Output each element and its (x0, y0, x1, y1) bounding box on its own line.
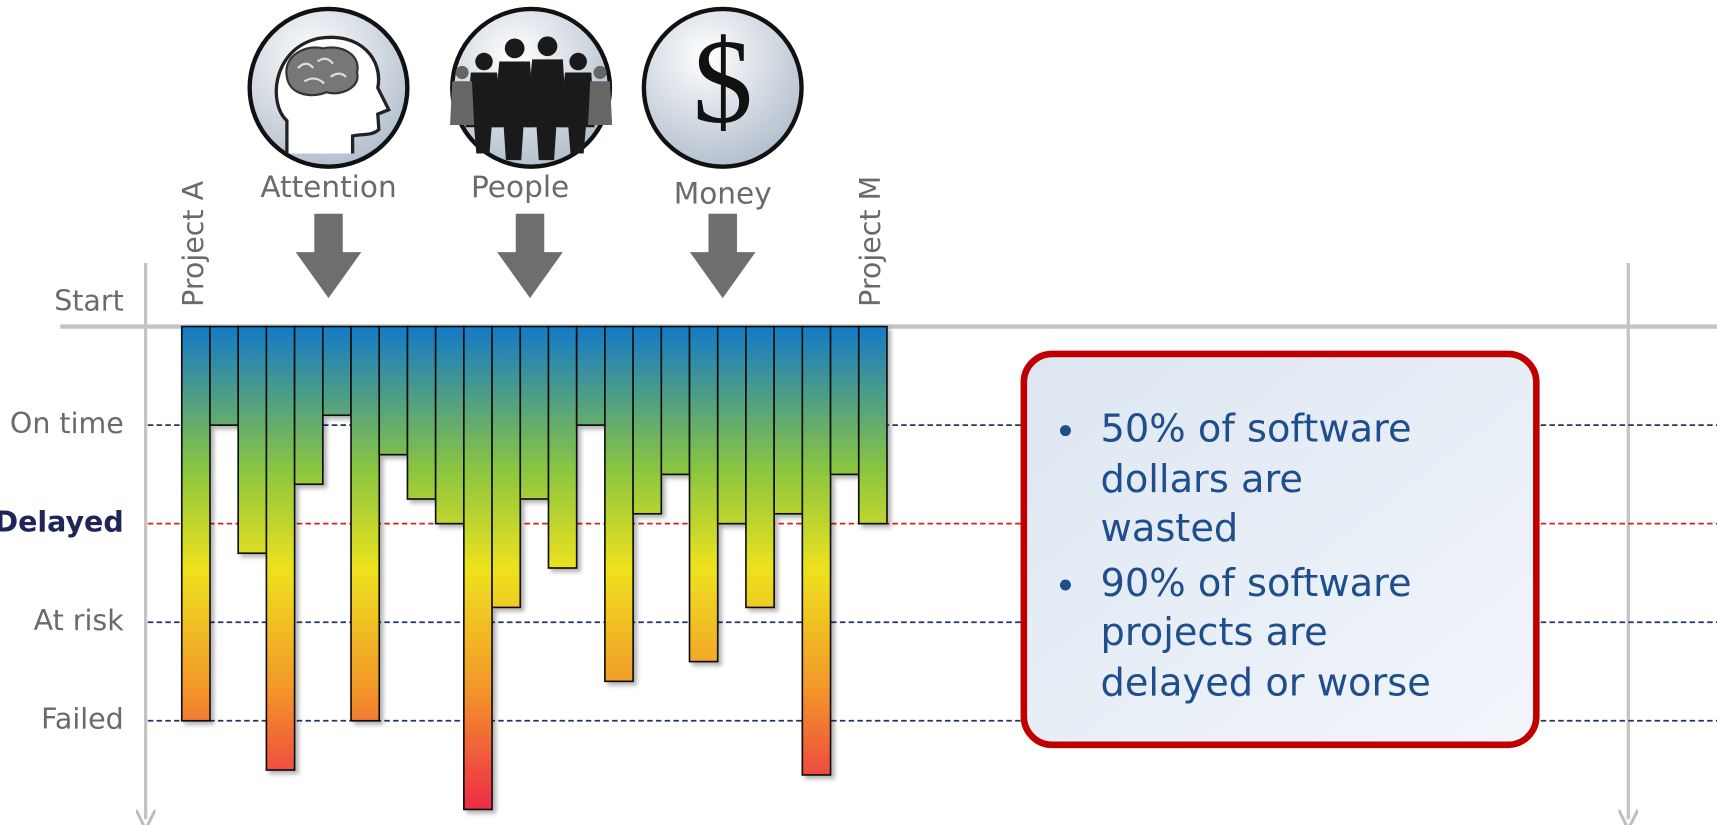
bar (633, 327, 661, 514)
bar (831, 327, 859, 475)
bar (407, 327, 435, 499)
callout-text: 50% of software dollars are wasted 90% o… (1035, 405, 1517, 723)
y-tick-label: On time (10, 407, 124, 440)
bar (548, 327, 576, 568)
project-label: Project M (854, 176, 887, 307)
y-tick-label: At risk (34, 604, 125, 637)
bar (661, 327, 689, 475)
bar (718, 327, 746, 524)
bar (577, 327, 605, 426)
page: {"chart_data": { "type": "bar", "categor… (0, 0, 1717, 825)
people-icon (450, 9, 612, 167)
bar (266, 327, 294, 770)
bar (238, 327, 266, 554)
callout-bullet: 50% of software dollars are wasted (1090, 405, 1451, 554)
callout-bullet: 90% of software projects are delayed or … (1090, 559, 1451, 708)
callout-list: 50% of software dollars are wasted 90% o… (1035, 405, 1517, 708)
money-symbol: $ (693, 16, 753, 149)
bar (520, 327, 548, 499)
bar (351, 327, 379, 721)
money-icon: $ (644, 9, 802, 167)
bar (182, 327, 210, 721)
attention-icon (250, 9, 408, 167)
bar (464, 327, 492, 810)
bar (210, 327, 238, 426)
resource-label: Attention (260, 170, 396, 204)
bar (379, 327, 407, 455)
bar (605, 327, 633, 682)
bar (690, 327, 718, 662)
bar (436, 327, 464, 524)
y-tick-label: Delayed (0, 506, 124, 539)
y-tick-label: Start (54, 284, 124, 317)
down-arrow (296, 214, 362, 298)
resource-label: Money (674, 177, 772, 211)
bar (774, 327, 802, 514)
resource-label: People (471, 170, 569, 204)
y-tick-label: Failed (41, 703, 124, 736)
down-arrow (690, 214, 756, 298)
bar (295, 327, 323, 485)
down-arrow (497, 214, 563, 298)
chart: 50% of software dollars are wasted 90% o… (0, 0, 1717, 825)
bar (323, 327, 351, 416)
bar (859, 327, 887, 524)
bar (492, 327, 520, 608)
bars (182, 327, 887, 810)
bar (802, 327, 830, 775)
project-label: Project A (177, 180, 210, 306)
bar (746, 327, 774, 608)
